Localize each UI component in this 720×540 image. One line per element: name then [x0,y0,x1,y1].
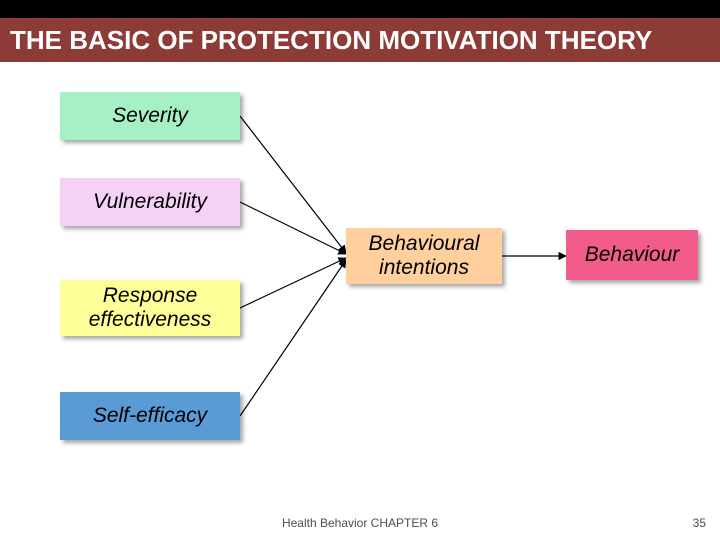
title-bar: THE BASIC OF PROTECTION MOTIVATION THEOR… [0,18,720,62]
top-strip [0,0,720,18]
slide: THE BASIC OF PROTECTION MOTIVATION THEOR… [0,0,720,540]
box-response-label: Response effectiveness [66,284,234,332]
box-behaviour: Behaviour [566,230,698,280]
connector-line [240,202,346,254]
connector-line [240,258,346,308]
connector-line [240,260,346,416]
footer-page: 35 [693,516,706,530]
box-severity-label: Severity [112,104,188,128]
box-response: Response effectiveness [60,280,240,336]
box-selfefficacy-label: Self-efficacy [93,404,207,428]
box-intentions: Behavioural intentions [346,228,502,284]
title-text: THE BASIC OF PROTECTION MOTIVATION THEOR… [10,25,652,56]
footer-center: Health Behavior CHAPTER 6 [282,516,438,530]
box-intentions-label: Behavioural intentions [352,232,496,280]
box-selfefficacy: Self-efficacy [60,392,240,440]
box-severity: Severity [60,92,240,140]
connector-line [240,116,346,253]
box-behaviour-label: Behaviour [585,243,680,267]
box-vulnerability-label: Vulnerability [93,190,207,214]
box-vulnerability: Vulnerability [60,178,240,226]
